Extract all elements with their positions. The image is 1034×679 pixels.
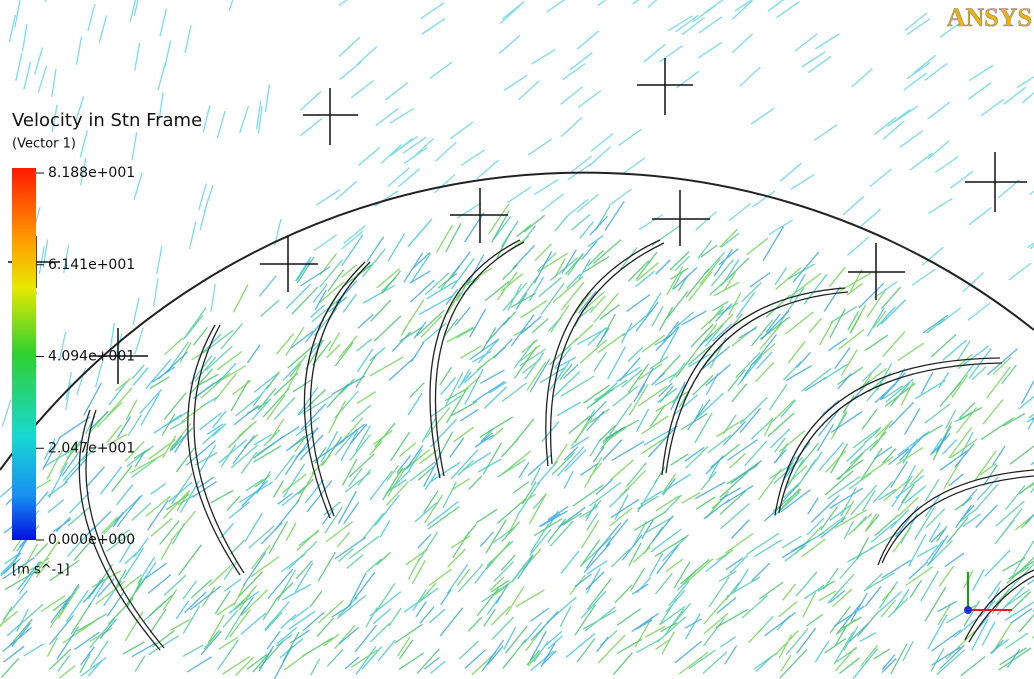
legend-tick-label: 4.094e+001	[48, 349, 135, 365]
legend-tick-label: 8.188e+001	[48, 165, 135, 181]
legend-subtitle: (Vector 1)	[12, 137, 76, 152]
legend-tick-label: 6.141e+001	[48, 257, 135, 273]
legend-tick-label: 2.047e+001	[48, 440, 135, 456]
legend-tick-label: 0.000e+000	[48, 532, 135, 548]
vector-arrows	[0, 216, 1034, 679]
vector-arrows	[0, 205, 1034, 676]
color-bar	[12, 168, 36, 540]
logo: ANSYS	[947, 3, 1032, 32]
legend-title: Velocity in Stn Frame	[12, 110, 202, 131]
blades	[78, 239, 1034, 651]
vector-arrows	[1, 210, 1034, 679]
axis-triad	[964, 572, 1012, 614]
vector-arrows	[0, 203, 1034, 679]
legend-unit: [m s^-1]	[12, 563, 70, 578]
vector-arrows	[1, 0, 1034, 427]
rotor-boundary	[0, 171, 1034, 471]
vector-arrows	[2, 200, 1034, 679]
